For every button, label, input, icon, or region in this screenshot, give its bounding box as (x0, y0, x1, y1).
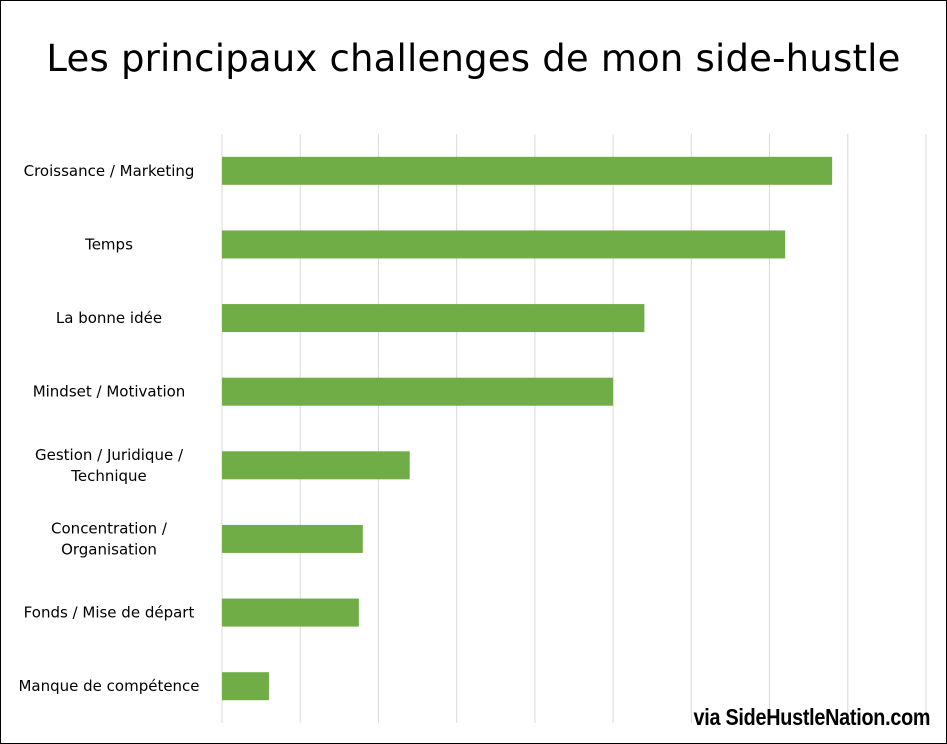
bar (222, 230, 786, 259)
category-label: Temps (84, 235, 133, 253)
bar (222, 304, 645, 333)
bar (222, 377, 614, 406)
watermark-text: via SideHustleNation.com (693, 704, 930, 730)
category-label-line: Gestion / Juridique / (35, 446, 184, 464)
category-label: La bonne idée (56, 309, 162, 327)
bars (222, 156, 833, 701)
category-label-line: Temps (84, 235, 133, 253)
category-label: Fonds / Mise de départ (24, 604, 195, 622)
category-label: Croissance / Marketing (24, 162, 195, 180)
category-labels: Croissance / Marketing Temps La bonne idée… (18, 162, 199, 695)
category-label-line: La bonne idée (56, 309, 162, 327)
bar (222, 451, 410, 480)
category-label-line: Concentration / (51, 519, 168, 537)
category-label: Concentration / Organisation (51, 519, 168, 558)
category-label-line: Fonds / Mise de départ (24, 604, 195, 622)
category-label-line: Manque de compétence (18, 677, 199, 695)
category-label-line: Technique (70, 467, 147, 485)
category-label-line: Mindset / Motivation (33, 383, 186, 401)
chart-title: Les principaux challenges de mon side-hu… (46, 37, 901, 80)
category-label-line: Croissance / Marketing (24, 162, 195, 180)
category-label-line: Organisation (61, 540, 157, 558)
category-label: Manque de compétence (18, 677, 199, 695)
bar (222, 524, 363, 553)
bar (222, 672, 269, 701)
category-label: Mindset / Motivation (33, 383, 186, 401)
category-label: Gestion / Juridique / Technique (35, 446, 184, 485)
bar (222, 598, 359, 627)
gridlines (221, 134, 927, 723)
bar (222, 156, 833, 185)
